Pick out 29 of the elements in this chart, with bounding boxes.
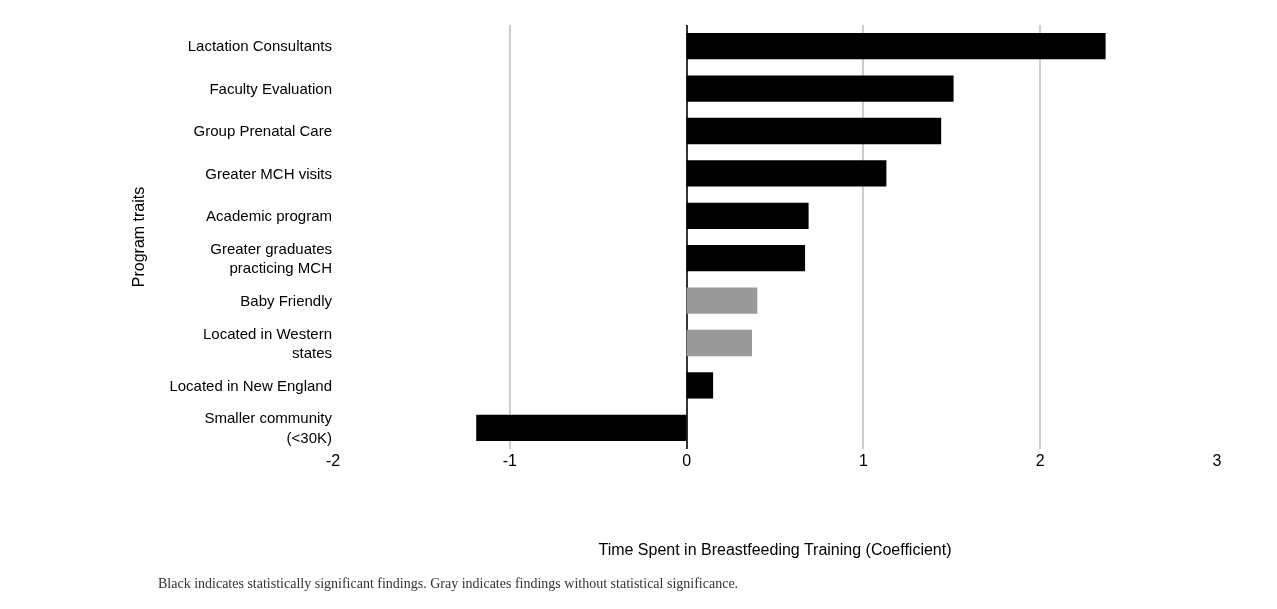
- y-tick-label: Located in Western states: [203, 324, 332, 361]
- bar: [686, 372, 714, 399]
- x-tick-label: -1: [502, 452, 518, 469]
- bar: [686, 160, 887, 187]
- x-axis-title: Time Spent in Breastfeeding Training (Coefficient): [598, 540, 952, 558]
- x-tick-label: -2: [325, 452, 341, 469]
- bar: [476, 414, 687, 441]
- y-tick-label: Greater graduates practicing MCH: [210, 239, 332, 277]
- y-axis-title: Program traits: [130, 186, 148, 288]
- bar: [686, 33, 1106, 60]
- text: Black indicates statistically significant findings. Gray indicates findings without statistical significance.: [158, 576, 739, 591]
- y-tick-label: Smaller community (<30K): [204, 409, 333, 446]
- x-tick-label: 1: [858, 452, 868, 469]
- y-tick-label: Greater MCH visits: [205, 164, 332, 182]
- y-tick-label: Academic program: [206, 207, 332, 225]
- y-tick-label: Lactation Consultants: [187, 37, 332, 55]
- x-tick-label: 0: [682, 452, 692, 469]
- bar: [686, 245, 806, 272]
- bar: [686, 329, 753, 357]
- x-tick-label: 2: [1035, 452, 1045, 469]
- y-tick-label: Located in New England: [169, 376, 332, 394]
- y-tick-label: Baby Friendly: [240, 291, 333, 309]
- bar: [686, 75, 954, 102]
- bar: [686, 202, 809, 229]
- x-tick-label: 3: [1212, 452, 1222, 469]
- bar: [686, 117, 942, 145]
- bar: [686, 287, 758, 314]
- y-tick-label: Faculty Evaluation: [209, 79, 332, 97]
- y-tick-label: Group Prenatal Care: [193, 122, 332, 140]
